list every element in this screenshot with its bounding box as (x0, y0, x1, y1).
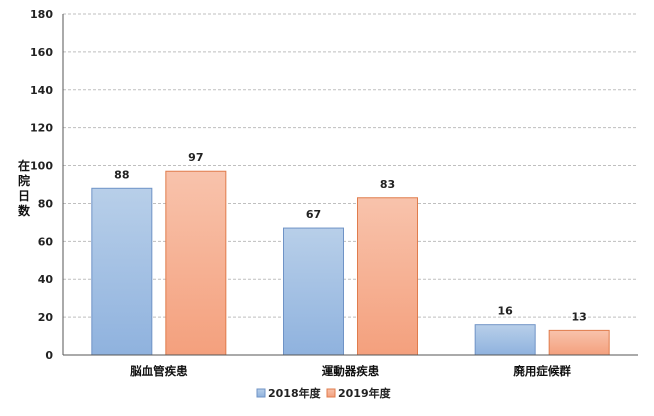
y-tick-label: 140 (30, 84, 53, 97)
data-label: 16 (498, 305, 514, 318)
data-label: 13 (572, 310, 587, 323)
legend-label: 2019年度 (338, 386, 392, 400)
x-tick-labels: 脳血管疾患 運動器疾患 廃用症候群 (130, 364, 571, 378)
x-tick-label: 脳血管疾患 (130, 364, 188, 378)
bar (474, 324, 536, 356)
y-tick-label: 180 (30, 8, 53, 21)
y-axis-label: 在院日数 (18, 158, 31, 218)
y-tick-label: 40 (38, 273, 54, 286)
bar (91, 187, 153, 356)
y-tick-label: 60 (38, 235, 54, 248)
bar (165, 170, 227, 356)
y-tick-label: 160 (30, 46, 53, 59)
data-label: 88 (114, 168, 129, 181)
x-tick-label: 廃用症候群 (513, 364, 571, 378)
data-label: 67 (306, 208, 321, 221)
y-tick-label: 20 (38, 311, 54, 324)
legend-swatch (326, 388, 336, 398)
gridlines (63, 13, 638, 318)
bars (91, 170, 610, 356)
y-tick-label: 100 (30, 160, 53, 173)
bar (357, 197, 418, 356)
y-tick-label: 0 (45, 349, 53, 362)
axes (62, 14, 638, 356)
bar (548, 329, 610, 356)
y-tick-labels: 0 20 40 60 80 100 120 140 160 180 (30, 8, 53, 362)
data-labels: 88 97 67 83 16 13 (114, 151, 587, 323)
legend: 2018年度 2019年度 (256, 386, 392, 400)
legend-swatch (256, 388, 266, 398)
y-tick-label: 80 (38, 197, 54, 210)
data-label: 83 (380, 178, 395, 191)
bar (283, 227, 344, 356)
x-tick-label: 運動器疾患 (322, 364, 380, 378)
y-tick-label: 120 (30, 122, 53, 135)
legend-label: 2018年度 (268, 386, 322, 400)
data-label: 97 (188, 151, 203, 164)
